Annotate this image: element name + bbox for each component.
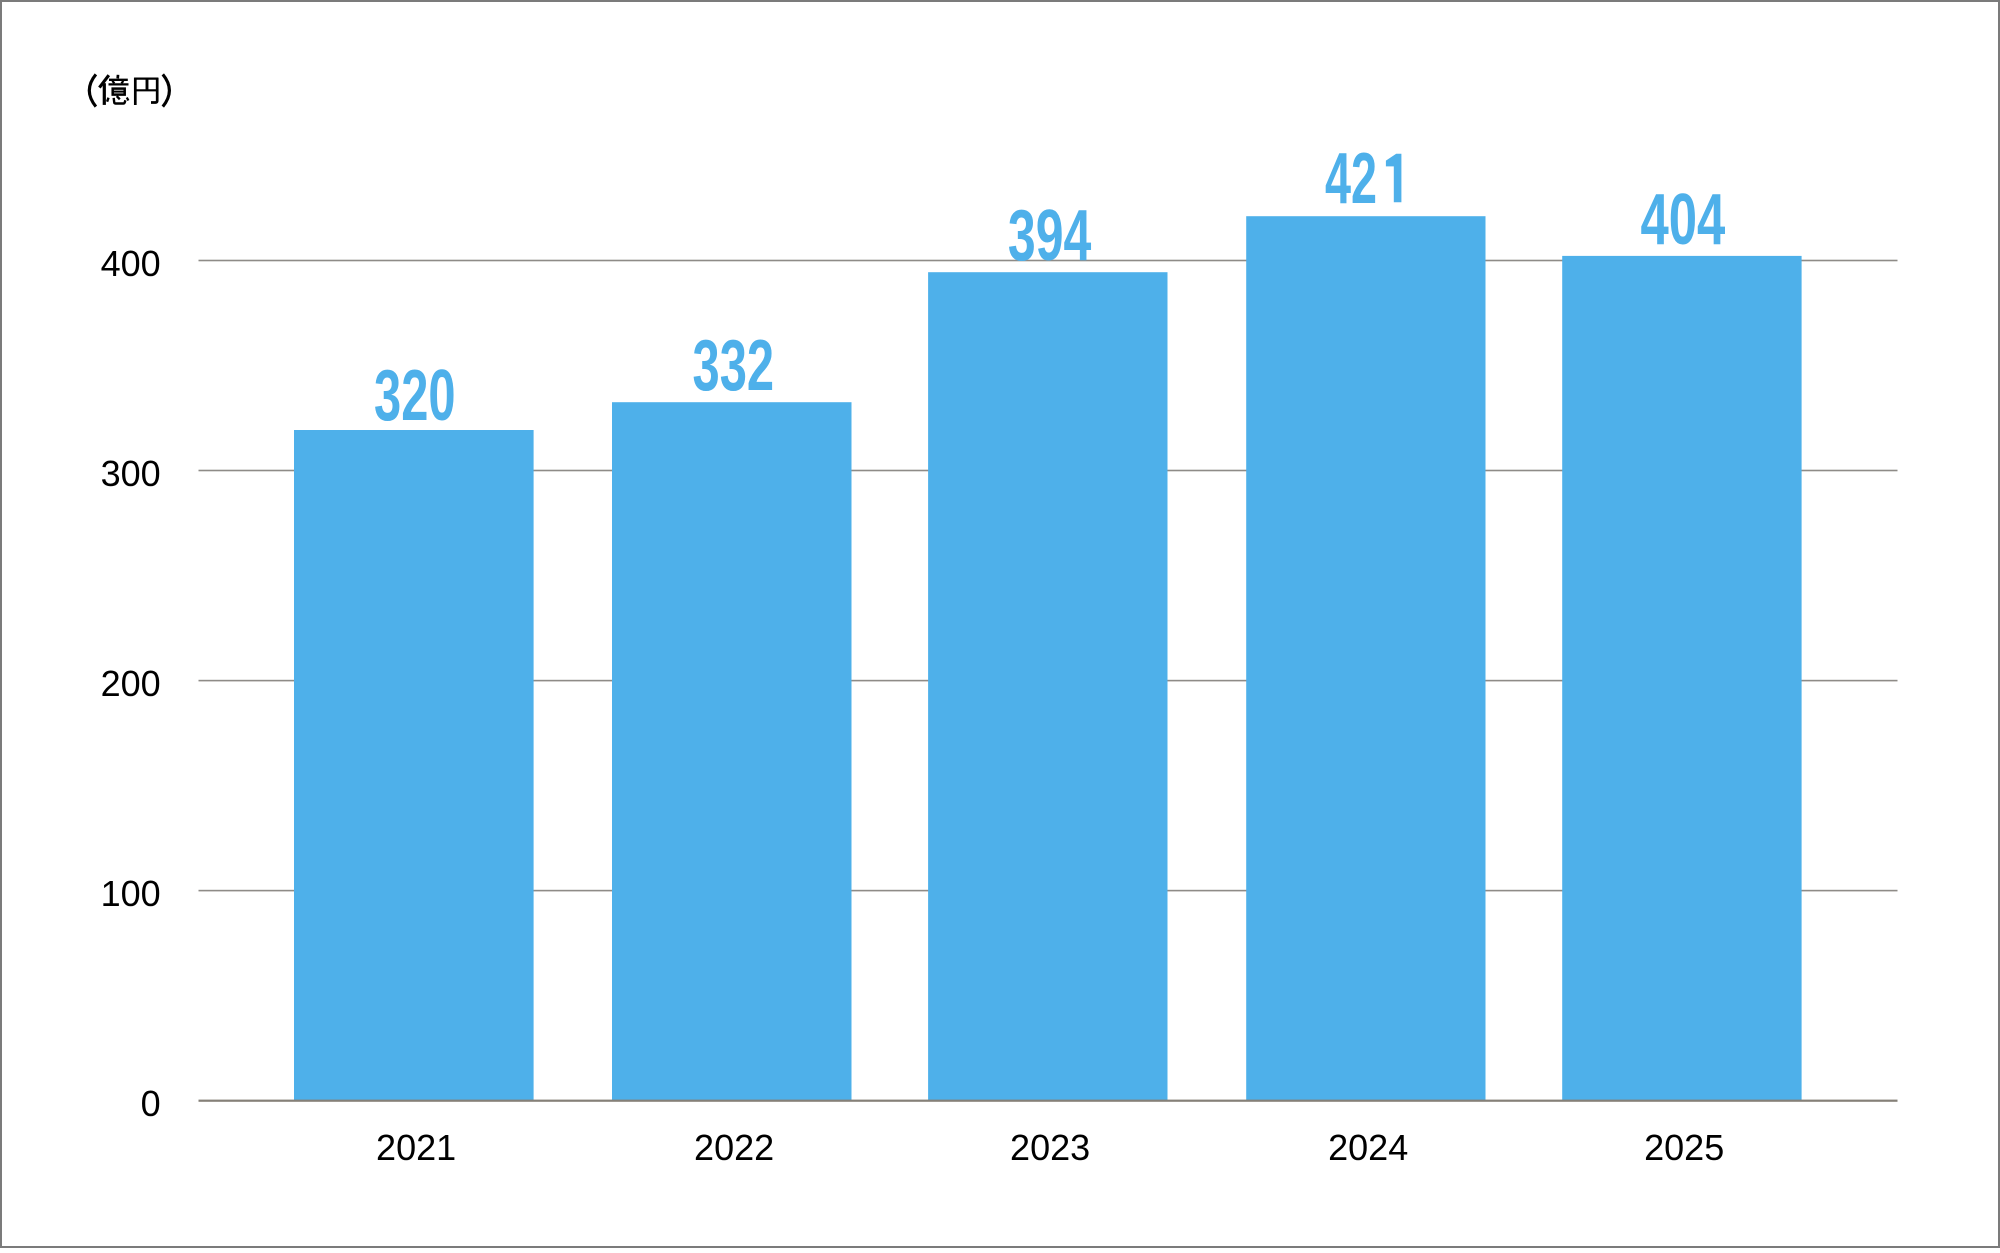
svg-text:320: 320 bbox=[374, 355, 456, 436]
svg-text:394: 394 bbox=[1008, 195, 1091, 276]
svg-text:42: 42 bbox=[1325, 138, 1377, 219]
svg-text:404: 404 bbox=[1641, 179, 1726, 260]
svg-text:100: 100 bbox=[101, 873, 161, 914]
svg-text:0: 0 bbox=[141, 1083, 161, 1124]
svg-text:2023: 2023 bbox=[1010, 1127, 1090, 1168]
svg-text:300: 300 bbox=[101, 453, 161, 494]
svg-text:2022: 2022 bbox=[694, 1127, 774, 1168]
svg-text:332: 332 bbox=[693, 325, 775, 406]
svg-text:2021: 2021 bbox=[376, 1127, 456, 1168]
svg-text:2025: 2025 bbox=[1644, 1127, 1724, 1168]
svg-text:400: 400 bbox=[101, 243, 161, 284]
svg-text:200: 200 bbox=[101, 663, 161, 704]
svg-text:2024: 2024 bbox=[1328, 1127, 1408, 1168]
